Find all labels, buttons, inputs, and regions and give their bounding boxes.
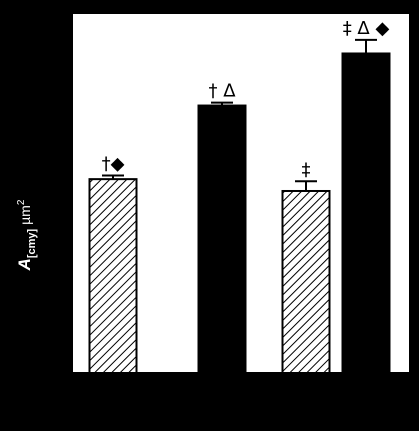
y-axis-label: A[cmy] µm2	[15, 199, 38, 271]
x-tick-label-2: Sed	[294, 380, 318, 395]
group-label-mesterolone: Mesterolone	[298, 406, 375, 421]
significance-annotation-0: †◆	[102, 154, 125, 175]
axes-layer	[66, 13, 409, 402]
labels-layer: †◆ Sed † Δ Ex ‡ Sed ‡ Δ ◆ Ex 0 200 400 600 800 1000 Co…	[36, 7, 389, 421]
x-tick-label-3: Ex	[358, 380, 375, 395]
x-tick-label-1: Ex	[214, 380, 231, 395]
y-axis-label-unit: µm	[17, 205, 33, 225]
significance-annotation-1: † Δ	[208, 81, 236, 102]
x-tick-label-0: Sed	[101, 380, 125, 395]
y-tick-label-1: 200	[43, 294, 63, 308]
y-tick-label-0: 0	[56, 366, 63, 380]
y-tick-label-3: 600	[43, 151, 63, 165]
y-tick-label-2: 400	[43, 222, 63, 236]
group-label-control: Control	[144, 406, 190, 421]
significance-annotation-3: ‡ Δ ◆	[343, 18, 390, 39]
y-tick-label-5: 1000	[36, 7, 63, 21]
significance-annotation-2: ‡	[302, 159, 311, 180]
y-axis-label-sub: [cmy]	[26, 228, 38, 258]
bars-layer	[88, 38, 391, 375]
bar-sed-2	[281, 189, 331, 374]
bar-ex-3	[341, 52, 391, 375]
y-tick-label-4: 800	[43, 79, 63, 93]
y-axis-label-main: A	[15, 258, 34, 271]
y-axis-label-unit-exp: 2	[16, 199, 27, 205]
bar-sed-0	[88, 178, 138, 374]
bar-ex-1	[197, 104, 247, 374]
